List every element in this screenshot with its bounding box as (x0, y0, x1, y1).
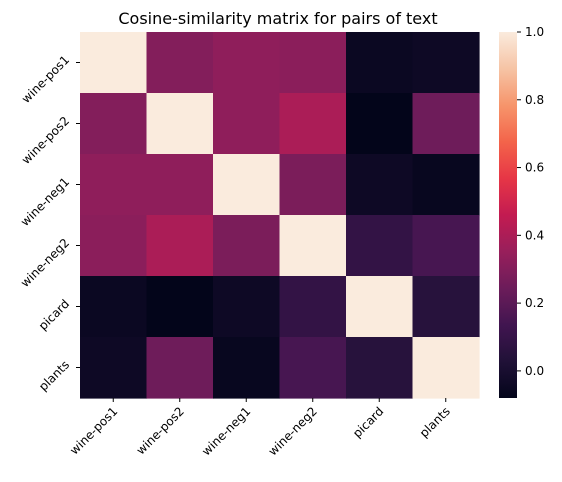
colorbar-tick-label: 0.0 (525, 364, 544, 378)
heatmap-cell (80, 154, 148, 216)
colorbar-tick-label: 1.0 (525, 25, 544, 39)
heatmap-cell (279, 93, 347, 155)
heatmap-cell (412, 276, 480, 338)
heatmap-cell (80, 337, 148, 399)
y-tick-label: wine-neg2 (18, 236, 72, 290)
heatmap-cell (80, 93, 148, 155)
heatmap-cell (346, 154, 414, 216)
y-axis: wine-pos1 wine-pos2 wine-neg1 wine-neg2 pica… (18, 53, 80, 394)
heatmap-cell (80, 276, 148, 338)
heatmap-cell (213, 32, 281, 94)
colorbar-tick-label: 0.2 (525, 296, 544, 310)
x-tick-label: wine-neg2 (266, 404, 320, 458)
heatmap-cell (80, 32, 148, 94)
heatmap-cell (146, 93, 214, 155)
colorbar-tick-label: 0.8 (525, 93, 544, 107)
y-tick-label: wine-pos1 (19, 53, 72, 106)
colorbar-ticks: 0.0 0.2 0.4 0.6 0.8 1.0 (517, 25, 544, 378)
heatmap-cell (213, 154, 281, 216)
heatmap-cell (346, 276, 414, 338)
y-tick-label: wine-pos2 (19, 114, 72, 167)
heatmap-cell (146, 32, 214, 94)
x-tick-label: wine-pos1 (67, 404, 120, 457)
heatmap-cell (279, 276, 347, 338)
y-tick-label: plants (36, 358, 72, 394)
x-tick-label: wine-pos2 (134, 404, 187, 457)
heatmap-cell (279, 154, 347, 216)
heatmap-cell (146, 337, 214, 399)
x-tick-label: wine-neg1 (199, 404, 253, 458)
heatmap-cell (213, 337, 281, 399)
heatmap-cell (412, 337, 480, 399)
heatmap-cell (279, 337, 347, 399)
heatmap-cell (412, 215, 480, 277)
heatmap-cell (412, 93, 480, 155)
x-axis: wine-pos1 wine-pos2 wine-neg1 wine-neg2 pica… (67, 398, 453, 458)
heatmap-cell (279, 32, 347, 94)
chart-title: Cosine-similarity matrix for pairs of te… (118, 9, 437, 28)
heatmap-cell (346, 93, 414, 155)
heatmap-cell (146, 215, 214, 277)
heatmap-cell (146, 154, 214, 216)
heatmap-cells (80, 32, 480, 399)
colorbar-tick-label: 0.6 (525, 161, 544, 175)
heatmap-cell (213, 215, 281, 277)
heatmap-cell (346, 337, 414, 399)
heatmap-cell (213, 276, 281, 338)
y-tick-label: wine-neg1 (18, 175, 72, 229)
heatmap-cell (346, 32, 414, 94)
heatmap-cell (146, 276, 214, 338)
heatmap-cell (80, 215, 148, 277)
x-tick-label: plants (417, 404, 453, 440)
heatmap-cell (279, 215, 347, 277)
heatmap-cell (412, 32, 480, 94)
heatmap-cell (213, 93, 281, 155)
colorbar-tick-label: 0.4 (525, 228, 544, 242)
heatmap-cell (412, 154, 480, 216)
x-tick-label: picard (350, 404, 386, 440)
heatmap-cell (346, 215, 414, 277)
y-tick-label: picard (36, 297, 72, 333)
colorbar (499, 32, 517, 398)
